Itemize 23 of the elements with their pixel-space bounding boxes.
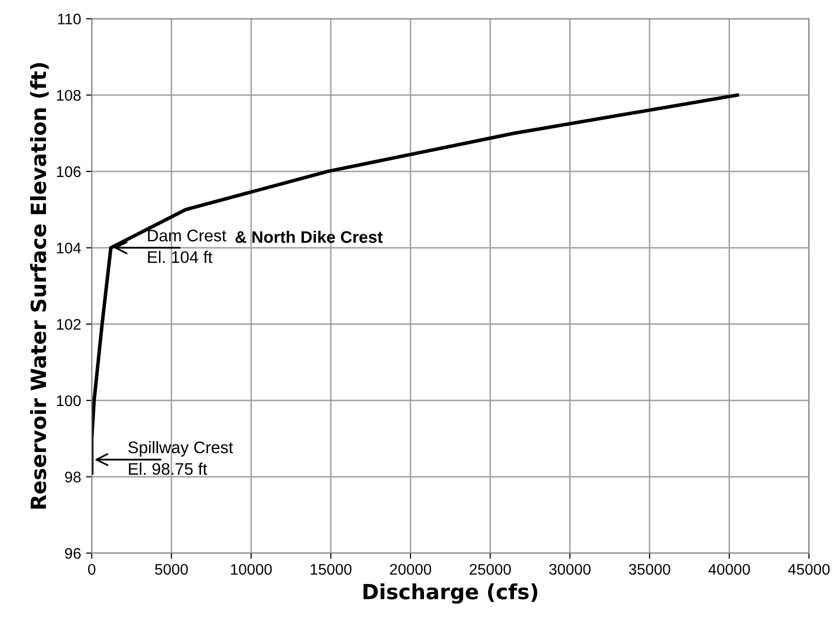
x-tick-label: 0 [88,564,96,575]
x-tick-label: 10000 [231,564,272,575]
x-tick-label: 35000 [628,564,670,575]
y-tick-label: 96 [65,548,81,559]
y-axis-title: Reservoir Water Surface Elevation (ft) [30,63,49,509]
x-axis-title: Discharge (cfs) [364,583,538,604]
annotation: Dam Crest El. 104 ft [148,230,226,264]
y-tick-label: 98 [65,472,81,482]
y-tick-label: 104 [57,242,81,254]
y-tick-label: 106 [57,166,81,178]
annotation: & North Dike Crest [235,230,383,243]
x-tick-label: 40000 [708,564,750,575]
x-tick-label: 20000 [390,564,432,575]
x-tick-label: 15000 [310,564,352,575]
y-tick-label: 110 [58,14,81,24]
x-tick-label: 45000 [788,564,830,575]
y-tick-label: 108 [57,90,81,101]
y-tick-label: 100 [57,395,81,406]
x-tick-label: 30000 [549,564,591,575]
x-tick-label: 25000 [470,564,511,575]
y-tick-label: 102 [57,318,81,330]
x-tick-label: 5000 [155,564,188,575]
annotation: Spillway Crest El. 98.75 ft [128,441,234,475]
